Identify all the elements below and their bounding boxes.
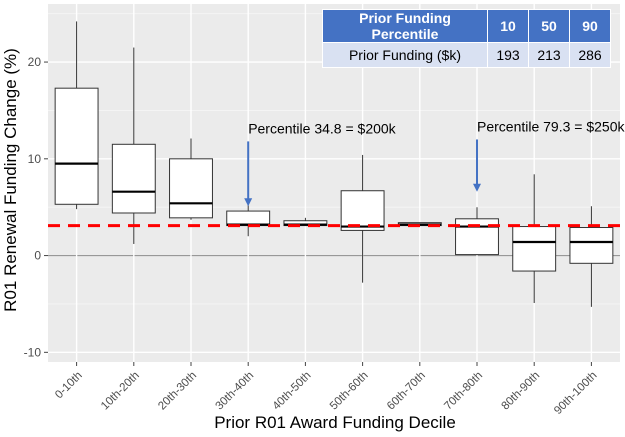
- table-cell: Prior Funding ($k): [322, 42, 488, 68]
- table-header-cell: Prior Funding Percentile: [322, 9, 488, 43]
- y-axis-ticks: -10 0 10 20: [24, 55, 48, 359]
- y-tick-label: 10: [28, 152, 42, 166]
- annotation: Percentile 79.3 = $250k: [473, 118, 625, 192]
- box-body: [169, 158, 213, 219]
- table-cell: 193: [487, 42, 529, 68]
- box-80th-90th: [512, 174, 557, 303]
- prior-funding-table: Prior Funding Percentile 10 50 90 Prior …: [322, 9, 611, 68]
- arrow-head: [473, 183, 481, 192]
- x-tick-label: 50th-60th: [328, 370, 371, 413]
- x-tick-label: 40th-50th: [271, 370, 314, 413]
- x-axis-label: Prior R01 Award Funding Decile: [214, 413, 456, 432]
- annotation-label: Percentile 34.8 = $200k: [248, 120, 396, 136]
- annotation: Percentile 34.8 = $200k: [244, 120, 397, 207]
- x-tick-label: 90th-100th: [552, 370, 599, 417]
- table-header-cell: 50: [528, 9, 570, 43]
- annotation-label: Percentile 79.3 = $250k: [477, 118, 625, 134]
- box-10th-20th: [111, 47, 156, 244]
- box-0-10th: [54, 21, 99, 210]
- table-cell: 286: [569, 42, 611, 68]
- x-axis-ticks: 0-10th 10th-20th 20th-30th 30th-40th 40th-50…: [53, 362, 600, 417]
- box-90th-100th: [569, 206, 614, 307]
- x-tick-label: 0-10th: [53, 370, 85, 402]
- x-tick-label: 20th-30th: [156, 370, 199, 413]
- box-body: [54, 87, 99, 205]
- box-body: [111, 143, 156, 214]
- box-body: [512, 226, 557, 272]
- table-header-cell: 10: [487, 9, 529, 43]
- box-body: [340, 190, 385, 231]
- table-header-row: Prior Funding Percentile 10 50 90: [322, 9, 611, 43]
- table-cell: 213: [528, 42, 570, 68]
- x-tick-label: 70th-80th: [442, 370, 485, 413]
- box-body: [226, 210, 271, 227]
- y-axis-label: R01 Renewal Funding Change (%): [1, 48, 20, 312]
- x-tick-label: 60th-70th: [385, 370, 428, 413]
- box-20th-30th: [169, 138, 213, 220]
- table-header-cell: 90: [569, 9, 611, 43]
- x-tick-label: 80th-90th: [499, 370, 542, 413]
- x-tick-label: 10th-20th: [99, 370, 142, 413]
- x-tick-label: 30th-40th: [213, 370, 256, 413]
- annotations: Percentile 34.8 = $200k Percentile 79.3 =…: [244, 118, 625, 207]
- box-body: [569, 227, 614, 264]
- y-tick-label: -10: [24, 345, 42, 359]
- table-row: Prior Funding ($k) 193 213 286: [322, 42, 611, 68]
- y-tick-label: 20: [28, 55, 42, 69]
- y-tick-label: 0: [34, 249, 41, 263]
- arrow-head: [244, 198, 253, 207]
